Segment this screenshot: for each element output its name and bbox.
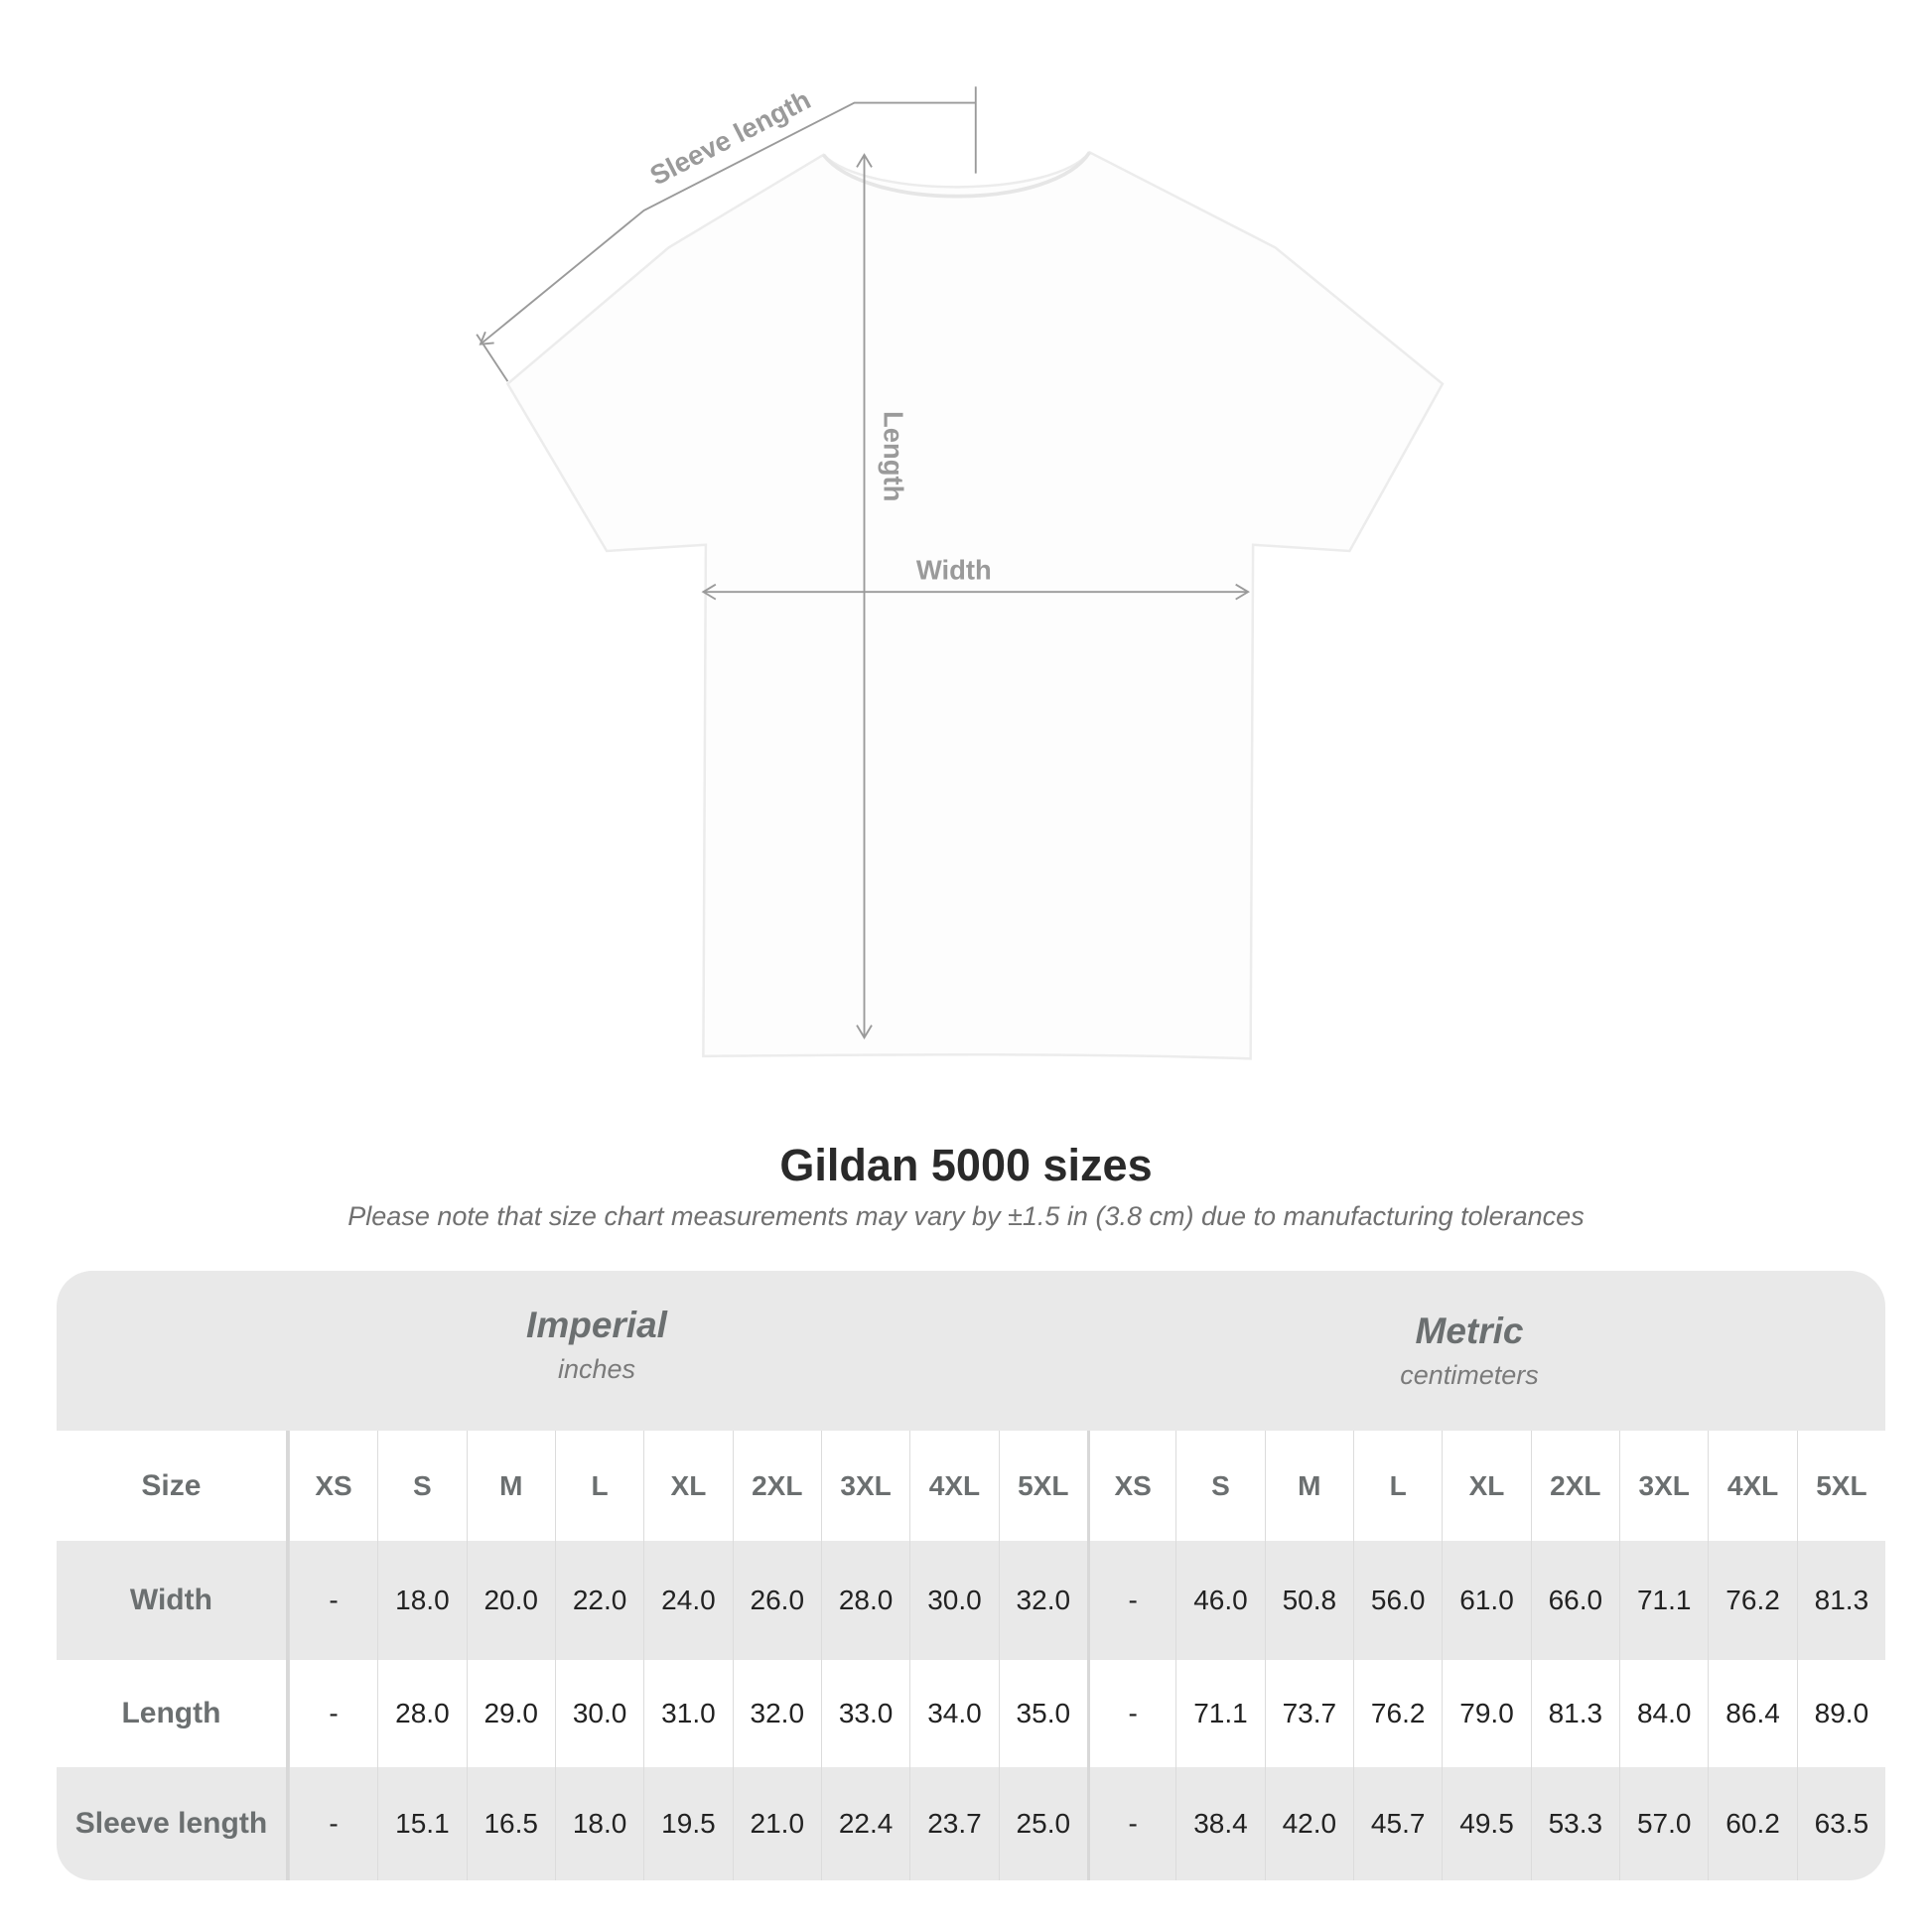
value-cell-imperial: 30.0 (909, 1541, 998, 1660)
imperial-unit: inches (557, 1354, 636, 1384)
value-cell-imperial: 32.0 (732, 1660, 821, 1767)
size-header-metric: 2XL (1530, 1431, 1619, 1541)
value-cell-imperial: 23.7 (909, 1767, 998, 1880)
collar (821, 151, 1092, 199)
value-cell-metric: 71.1 (1619, 1541, 1708, 1660)
tshirt-diagram: Sleeve length Length Width (476, 84, 1445, 1060)
size-table: Imperial inches Metric centimeters Size … (57, 1271, 1885, 1880)
value-cell-metric: 81.3 (1530, 1660, 1619, 1767)
value-cell-metric: 79.0 (1442, 1660, 1530, 1767)
metric-title: Metric (1415, 1311, 1524, 1351)
value-cell-metric: 89.0 (1796, 1660, 1885, 1767)
value-cell-imperial: 31.0 (643, 1660, 732, 1767)
value-cell-metric: 45.7 (1353, 1767, 1442, 1880)
value-cell-imperial: 22.4 (820, 1767, 909, 1880)
size-header-imperial: 2XL (732, 1431, 821, 1541)
value-cell-imperial: 18.0 (554, 1767, 643, 1880)
size-header-imperial: 3XL (820, 1431, 909, 1541)
size-header-metric: L (1353, 1431, 1442, 1541)
value-cell-metric: 63.5 (1796, 1767, 1885, 1880)
size-label: Size (57, 1431, 289, 1541)
value-cell-imperial: 15.1 (377, 1767, 466, 1880)
size-header-metric: 3XL (1619, 1431, 1708, 1541)
value-cell-metric: 42.0 (1264, 1767, 1353, 1880)
value-cell-imperial: 33.0 (820, 1660, 909, 1767)
value-cell-metric: 86.4 (1708, 1660, 1796, 1767)
value-cell-imperial: 29.0 (466, 1660, 555, 1767)
size-header-metric: XL (1442, 1431, 1530, 1541)
value-cell-metric: 46.0 (1175, 1541, 1264, 1660)
value-cell-imperial: 21.0 (732, 1767, 821, 1880)
value-cell-imperial: 18.0 (377, 1541, 466, 1660)
size-header-metric: 4XL (1708, 1431, 1796, 1541)
size-row: Size XS S M L XL 2XL 3XL 4XL 5XL XS S M L XL 2XL 3XL 4XL… (57, 1431, 1885, 1541)
value-cell-metric: 81.3 (1796, 1541, 1885, 1660)
value-cell-metric: - (1086, 1660, 1175, 1767)
tolerance-note: Please note that size chart measurements… (347, 1201, 1585, 1231)
size-header-imperial: S (377, 1431, 466, 1541)
value-cell-metric: 71.1 (1175, 1660, 1264, 1767)
size-header-imperial: XS (288, 1431, 377, 1541)
value-cell-metric: 76.2 (1353, 1660, 1442, 1767)
value-cell-imperial: 25.0 (998, 1767, 1087, 1880)
size-header-imperial: 4XL (909, 1431, 998, 1541)
value-cell-imperial: 24.0 (643, 1541, 732, 1660)
width-label: Width (916, 555, 992, 586)
value-cell-imperial: - (288, 1541, 377, 1660)
value-cell-metric: 56.0 (1353, 1541, 1442, 1660)
value-cell-metric: 66.0 (1530, 1541, 1619, 1660)
tshirt-shape (505, 150, 1445, 1060)
length-label: Length (878, 411, 908, 501)
value-cell-metric: 76.2 (1708, 1541, 1796, 1660)
value-cell-metric: 84.0 (1619, 1660, 1708, 1767)
value-cell-imperial: 20.0 (466, 1541, 555, 1660)
value-cell-metric: 49.5 (1442, 1767, 1530, 1880)
value-cell-imperial: 28.0 (820, 1541, 909, 1660)
imperial-header: Imperial inches (299, 1305, 895, 1385)
value-cell-metric: 53.3 (1530, 1767, 1619, 1880)
size-header-imperial: L (554, 1431, 643, 1541)
row-label: Length (57, 1660, 289, 1767)
table-row: Sleeve length -15.1 16.5 18.0 19.5 21.0 22.4 23… (57, 1767, 1885, 1880)
value-cell-imperial: 16.5 (466, 1767, 555, 1880)
value-cell-imperial: - (288, 1767, 377, 1880)
table-header: Imperial inches Metric centimeters (57, 1271, 1885, 1431)
value-cell-imperial: 22.0 (554, 1541, 643, 1660)
value-cell-metric: 57.0 (1619, 1767, 1708, 1880)
value-cell-imperial: - (288, 1660, 377, 1767)
size-header-metric: XS (1086, 1431, 1175, 1541)
value-cell-metric: - (1086, 1767, 1175, 1880)
row-label: Width (57, 1541, 289, 1660)
value-cell-imperial: 26.0 (732, 1541, 821, 1660)
table-row: Width -18.0 20.0 22.0 24.0 26.0 28.0 30.0 32.0-4… (57, 1541, 1885, 1660)
size-header-metric: M (1264, 1431, 1353, 1541)
value-cell-metric: 60.2 (1708, 1767, 1796, 1880)
value-cell-imperial: 30.0 (554, 1660, 643, 1767)
value-cell-metric: 50.8 (1264, 1541, 1353, 1660)
value-cell-imperial: 19.5 (643, 1767, 732, 1880)
size-header-imperial: M (466, 1431, 555, 1541)
metric-header: Metric centimeters (1172, 1311, 1767, 1391)
value-cell-imperial: 32.0 (998, 1541, 1087, 1660)
value-cell-imperial: 34.0 (909, 1660, 998, 1767)
row-label: Sleeve length (57, 1767, 289, 1880)
value-cell-metric: - (1086, 1541, 1175, 1660)
imperial-title: Imperial (526, 1305, 667, 1345)
sleeve-line (480, 101, 976, 345)
value-cell-imperial: 35.0 (998, 1660, 1087, 1767)
size-header-imperial: 5XL (998, 1431, 1087, 1541)
page-title: Gildan 5000 sizes (779, 1140, 1153, 1190)
size-header-metric: S (1175, 1431, 1264, 1541)
table-row: Length -28.0 29.0 30.0 31.0 32.0 33.0 34.0 35.0-… (57, 1660, 1885, 1767)
value-cell-metric: 73.7 (1264, 1660, 1353, 1767)
metric-unit: centimeters (1400, 1360, 1539, 1390)
value-cell-metric: 61.0 (1442, 1541, 1530, 1660)
size-header-metric: 5XL (1796, 1431, 1885, 1541)
value-cell-imperial: 28.0 (377, 1660, 466, 1767)
value-cell-metric: 38.4 (1175, 1767, 1264, 1880)
size-header-imperial: XL (643, 1431, 732, 1541)
